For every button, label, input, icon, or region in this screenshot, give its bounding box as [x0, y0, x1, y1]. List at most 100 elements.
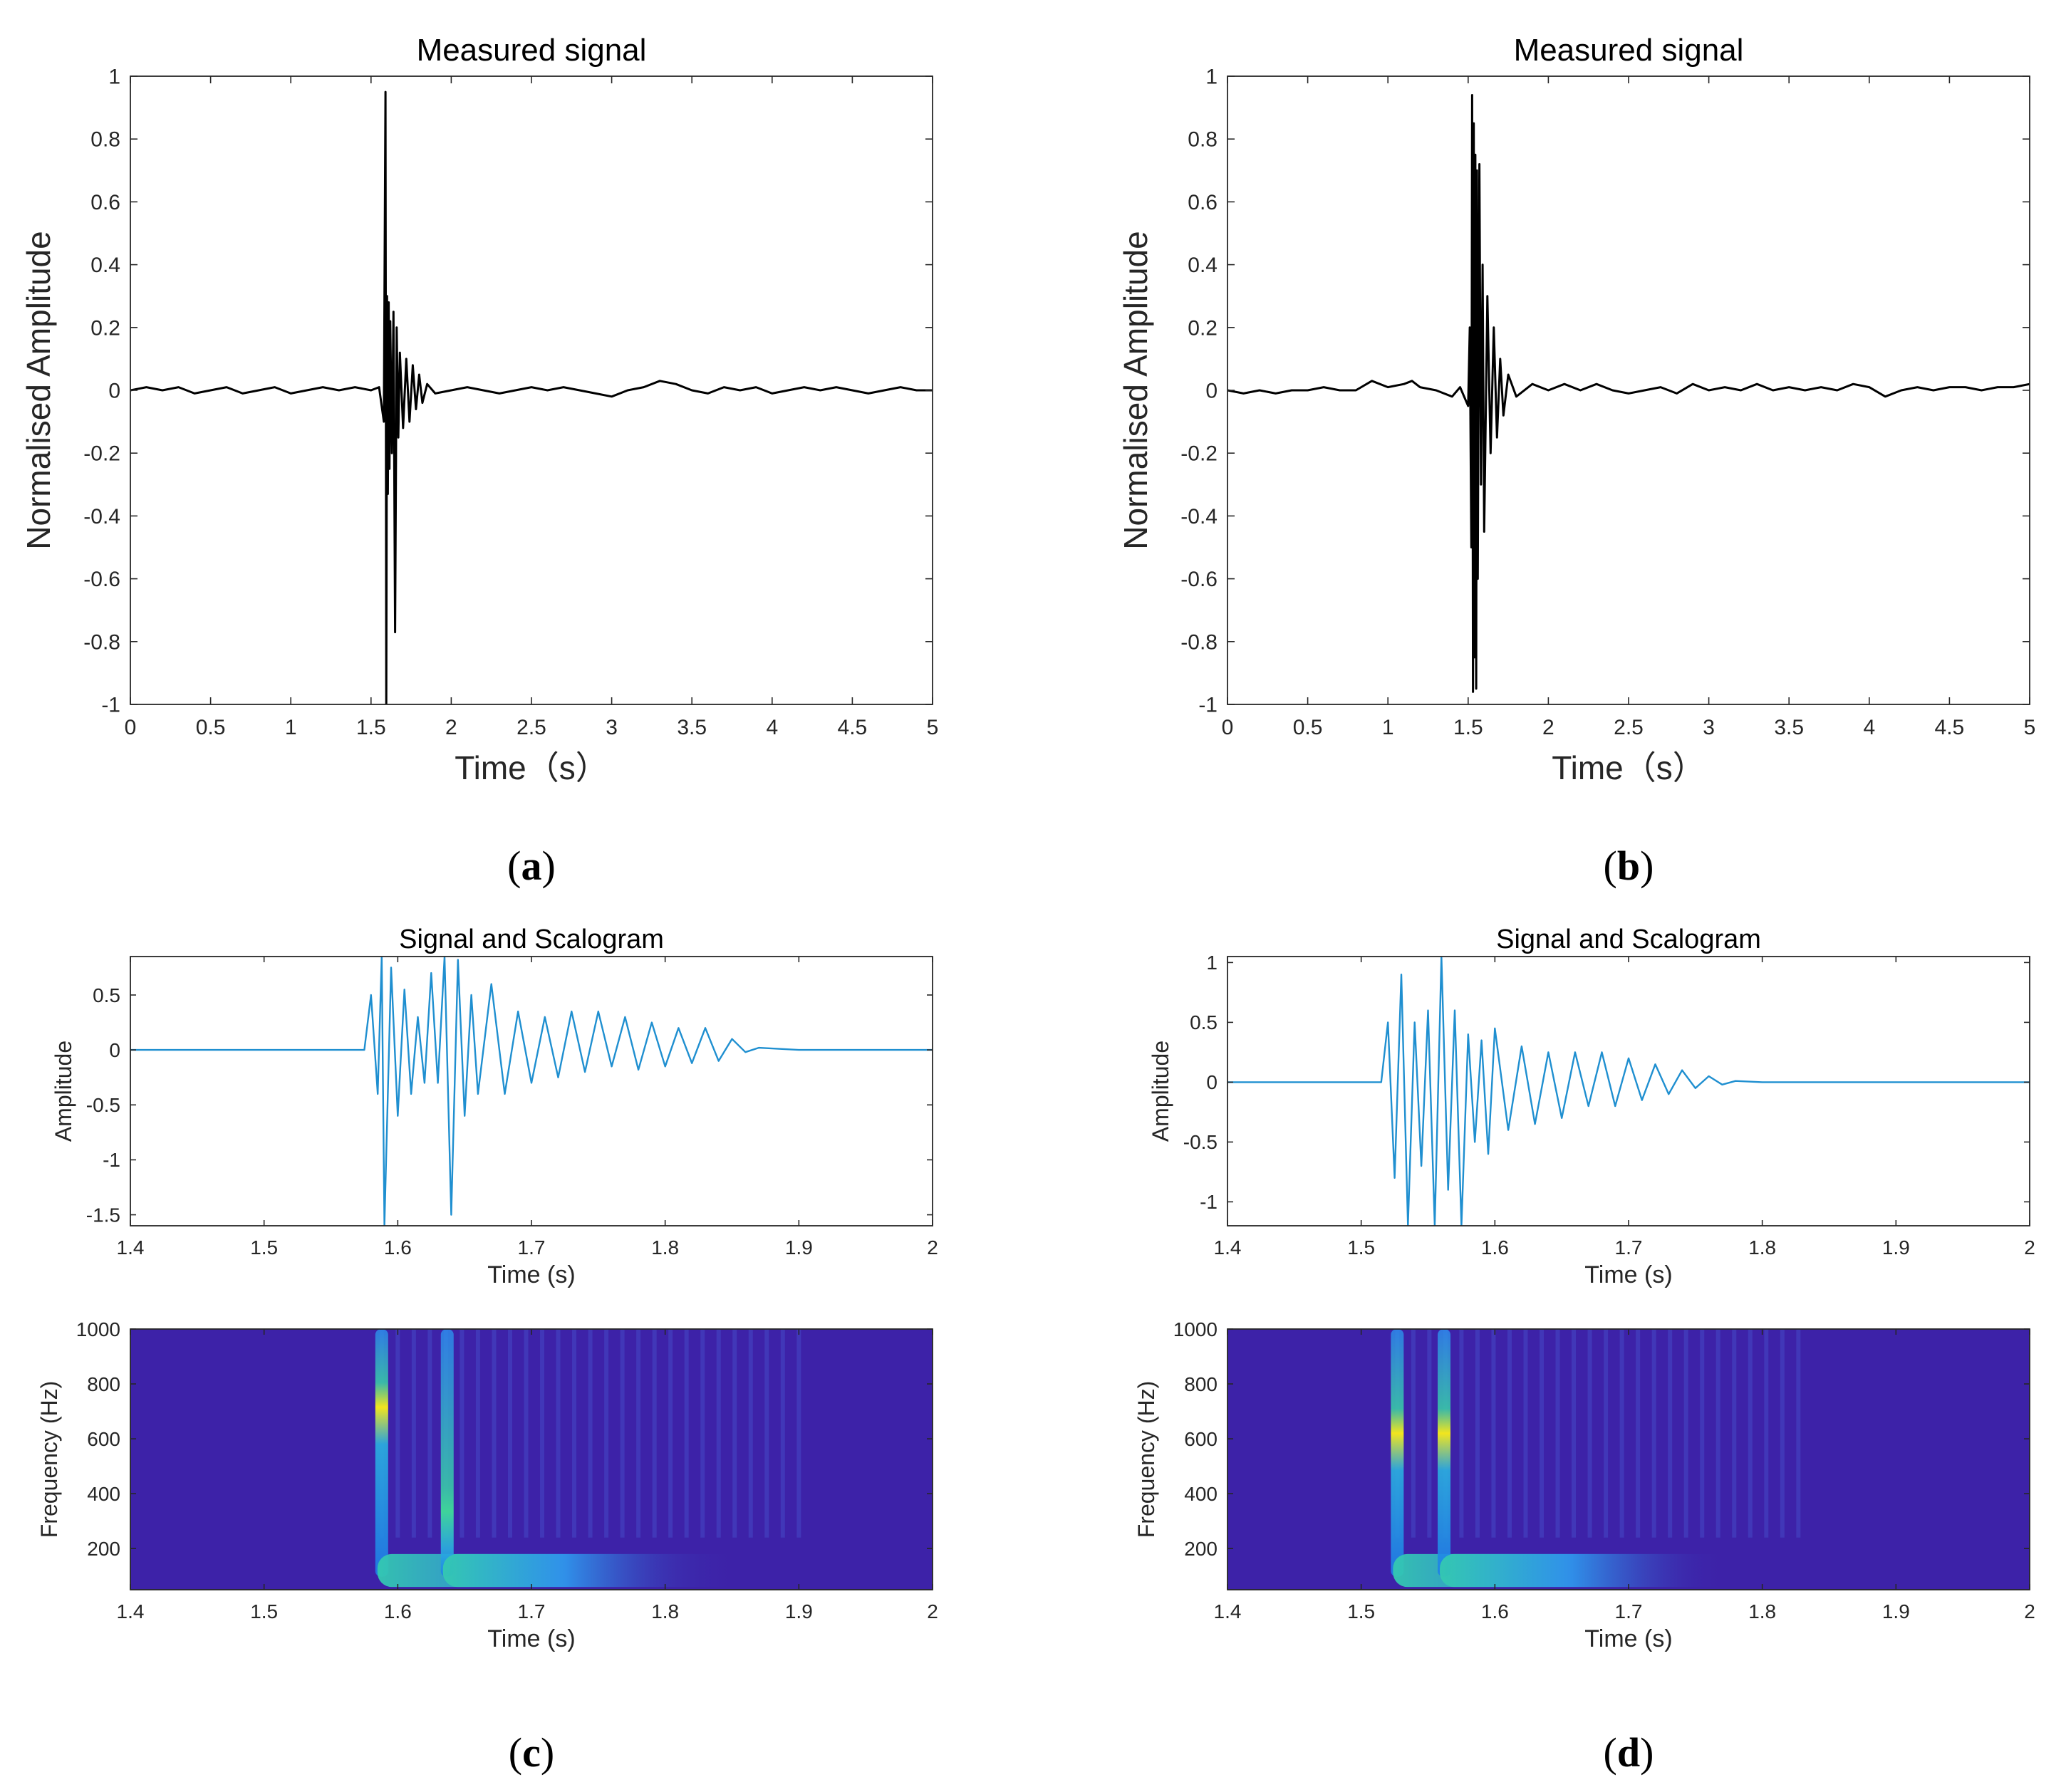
panel-c-scalogram-caption: (c) — [509, 1729, 554, 1776]
panel-d-scalogram-y-tick-label: 200 — [1184, 1538, 1218, 1560]
panel-d-scalogram-caption-open: ( — [1604, 1729, 1617, 1776]
panel-d-y-tick-label: 0.5 — [1190, 1011, 1218, 1033]
panel-d-scalogram-ridge-1 — [1391, 1329, 1404, 1577]
panel-c-scalogram-ridge-1 — [375, 1329, 388, 1577]
panel-c-x-tick-label: 1.5 — [250, 1236, 278, 1259]
panel-d-scalogram-x-tick-label: 2 — [2024, 1600, 2035, 1622]
panel-b-y-tick-label: -0.4 — [1180, 505, 1218, 528]
panel-a-plot-area — [130, 76, 933, 704]
panel-c-scalogram: 1.4 1.5 1.6 1.7 1.8 1.9 2 1000 800 600 400 200 Time … — [36, 1318, 938, 1776]
panel-d-x-tick-label: 2 — [2024, 1236, 2035, 1259]
panel-d-scalogram-caption-letter: d — [1617, 1729, 1640, 1776]
panel-c-scalogram-striation — [684, 1329, 689, 1538]
panel-b-plot-area — [1227, 76, 2030, 704]
panel-c-x-tick-label: 1.8 — [651, 1236, 679, 1259]
panel-c-y-axis-label: Amplitude — [51, 1041, 76, 1142]
panel-b-y-tick-label: -1 — [1198, 694, 1218, 717]
panel-c-scalogram-striation — [460, 1329, 464, 1538]
panel-a-y-tick-label: 0.6 — [90, 191, 120, 214]
panel-d-y-tick-label: 1 — [1206, 952, 1218, 974]
panel-c-scalogram-x-tick-label: 1.8 — [651, 1600, 679, 1622]
panel-a-x-tick-label: 5 — [927, 716, 939, 739]
panel-a-y-tick-label: -0.6 — [83, 568, 120, 591]
panel-d-scalogram-striation — [1796, 1329, 1801, 1538]
panel-d-scalogram-x-tick-label: 1.4 — [1214, 1600, 1242, 1622]
panel-d-x-tick-label: 1.8 — [1748, 1236, 1776, 1259]
panel-d-scalogram-x-tick-label: 1.7 — [1615, 1600, 1643, 1622]
panel-a-y-tick-label: -0.8 — [83, 630, 120, 654]
panel-d-y-tick-label: -1 — [1200, 1191, 1218, 1213]
panel-a-y-tick-label: 0.8 — [90, 128, 120, 152]
panel-c-scalogram-ridge-2 — [440, 1329, 454, 1577]
panel-c-scalogram-striation — [588, 1329, 593, 1538]
panel-a-x-tick-label: 3 — [606, 716, 618, 739]
panel-c-scalogram-striation — [556, 1329, 561, 1538]
panel-d-scalogram-striation — [1507, 1329, 1512, 1538]
panel-d-scalogram-striation — [1475, 1329, 1480, 1538]
panel-c-scalogram-striation — [540, 1329, 545, 1538]
panel-d-scalogram-caption-close: ) — [1640, 1729, 1654, 1776]
panel-d-scalogram-y-tick-label: 400 — [1184, 1483, 1218, 1505]
panel-d-scalogram-heatmap-background — [1227, 1329, 2030, 1590]
panel-c-scalogram-caption-close: ) — [541, 1729, 554, 1776]
panel-d-scalogram-y-tick-label: 1000 — [1173, 1318, 1218, 1340]
panel-b-x-axis-label: Time（s） — [1552, 749, 1706, 786]
panel-d-scalogram-striation — [1700, 1329, 1705, 1538]
panel-b-y-tick-label: 0.6 — [1188, 191, 1218, 214]
panel-a-x-tick-label: 2 — [445, 716, 457, 739]
panel-d-x-tick-label: 1.9 — [1882, 1236, 1910, 1259]
panel-d-scalogram-heatmap-ridges — [1391, 1329, 1801, 1588]
panel-b-y-axis-label: Normalised Amplitude — [1117, 231, 1154, 549]
panel-c-scalogram-caption-letter: c — [522, 1729, 541, 1776]
panel-b-x-tick-label: 1.5 — [1453, 716, 1483, 739]
panel-a-caption-letter: a — [521, 843, 542, 889]
panel-b-caption-open: ( — [1604, 843, 1617, 889]
panel-d-scalogram-x-tick-label: 1.8 — [1748, 1600, 1776, 1622]
panel-d-scalogram-striation — [1748, 1329, 1753, 1538]
panel-c-scalogram-y-tick-label: 600 — [87, 1428, 120, 1450]
panel-c-scalogram-striation — [492, 1329, 497, 1538]
panel-d-x-axis-label: Time (s) — [1584, 1261, 1672, 1288]
panel-a-caption: (a) — [507, 843, 556, 889]
panel-a-x-tick-label: 3.5 — [677, 716, 707, 739]
panel-b-x-tick-label: 4 — [1863, 716, 1875, 739]
panel-d-y-tick-label: -0.5 — [1183, 1131, 1218, 1153]
panel-d-y-tick-label: 0 — [1206, 1071, 1218, 1093]
panel-d-y-axis-label: Amplitude — [1148, 1041, 1173, 1142]
panel-d-signal-line — [1227, 957, 2030, 1226]
panel-d-plot-area — [1227, 957, 2030, 1226]
panel-d-x-tick-label: 1.5 — [1347, 1236, 1375, 1259]
panel-a-y-tick-label: 0.2 — [90, 316, 120, 340]
panel-a-x-tick-label: 0 — [125, 716, 137, 739]
panel-c-scalogram-decay-band-2 — [442, 1553, 688, 1588]
panel-d-scalogram-striation — [1604, 1329, 1609, 1538]
panel-c-scalogram-caption-open: ( — [509, 1729, 522, 1776]
panel-c-scalogram-striation — [475, 1329, 480, 1538]
panel-c-title: Signal and Scalogram — [399, 924, 664, 954]
panel-c-scalogram-striation — [507, 1329, 512, 1538]
panel-b-y-tick-label: -0.8 — [1180, 630, 1218, 654]
panel-c-y-tick-label: -1 — [103, 1149, 120, 1171]
panel-c-signal-line — [130, 957, 933, 1226]
panel-c-y-tick-label: 0.5 — [93, 984, 120, 1006]
panel-d-scalogram-striation — [1572, 1329, 1577, 1538]
panel-d-scalogram-x-axis-label: Time (s) — [1584, 1625, 1672, 1652]
panel-a-y-tick-label: -0.4 — [83, 505, 120, 528]
panel-b-x-tick-label: 2 — [1542, 716, 1554, 739]
panel-a-x-tick-label: 0.5 — [196, 716, 226, 739]
panel-d-scalogram-striation — [1411, 1329, 1416, 1538]
panel-c-y-tick-label: -1.5 — [86, 1204, 120, 1226]
panel-c-scalogram-striation — [411, 1329, 416, 1538]
panel-c-scalogram-x-tick-label: 1.4 — [117, 1600, 145, 1622]
panel-a-x-tick-label: 2.5 — [516, 716, 546, 739]
panel-a-y-axis-label: Normalised Amplitude — [20, 231, 57, 549]
panel-d-title: Signal and Scalogram — [1496, 924, 1761, 954]
panel-d-scalogram-caption: (d) — [1604, 1729, 1654, 1776]
panel-c-scalogram-x-tick-label: 2 — [927, 1600, 938, 1622]
panel-c-scalogram-x-tick-label: 1.6 — [384, 1600, 412, 1622]
panel-b-caption-letter: b — [1617, 843, 1640, 889]
panel-d-scalogram-x-tick-label: 1.5 — [1347, 1600, 1375, 1622]
panel-c-scalogram-striation — [652, 1329, 657, 1538]
panel-b-y-tick-label: -0.2 — [1180, 442, 1218, 466]
